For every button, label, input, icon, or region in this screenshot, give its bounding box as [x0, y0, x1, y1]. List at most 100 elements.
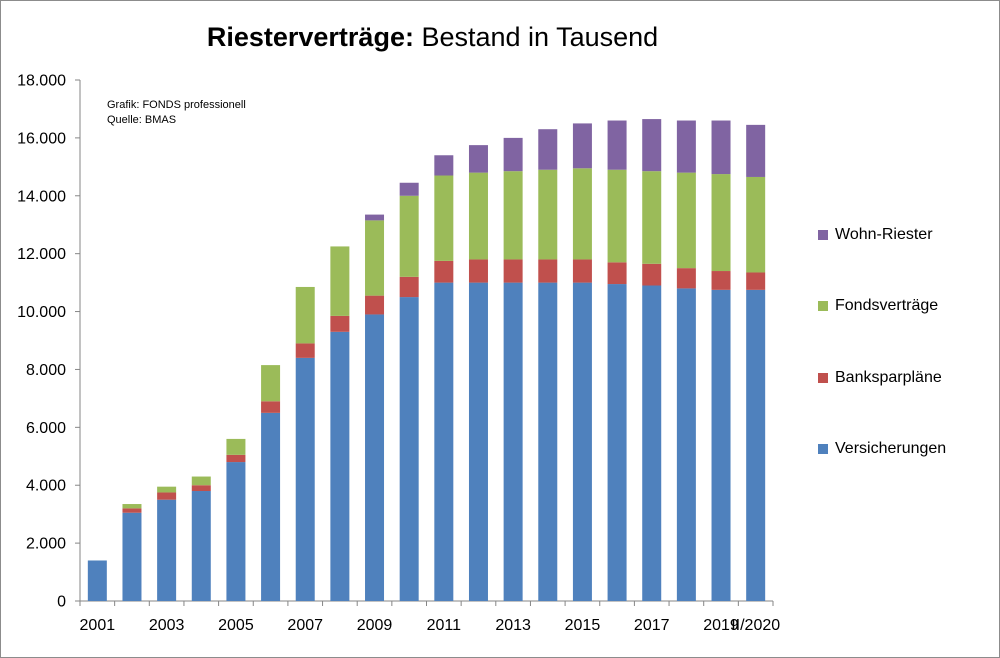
bar-segment-fondsvertr-ge — [746, 176, 766, 273]
source-note-graphic: Grafik: FONDS professionell — [107, 99, 246, 111]
bar-segment-banksparpl-ne — [330, 315, 350, 332]
bar-segment-versicherungen — [295, 357, 315, 601]
bar-segment-versicherungen — [642, 285, 662, 601]
legend: Wohn-Riester Fondsverträge Banksparpläne Ve… — [818, 0, 998, 658]
y-tick-label: 0 — [57, 594, 66, 611]
bar-segment-banksparpl-ne — [642, 263, 662, 286]
bar-segment-versicherungen — [538, 282, 558, 601]
bar-segment-fondsvertr-ge — [261, 365, 281, 402]
source-note-source: Quelle: BMAS — [107, 114, 177, 126]
bar-segment-versicherungen — [503, 282, 523, 601]
bar-segment-fondsvertr-ge — [330, 246, 350, 316]
x-tick-label: 2003 — [149, 617, 185, 634]
x-tick-label: 2015 — [565, 617, 601, 634]
chart-title-rest: Bestand in Tausend — [421, 22, 659, 52]
chart-title: Riesterverträge: Bestand in Tausend — [0, 22, 865, 53]
bar-segment-banksparpl-ne — [503, 259, 523, 283]
bar-segment-banksparpl-ne — [157, 492, 177, 500]
bar-segment-versicherungen — [676, 288, 696, 601]
x-tick-label: 2005 — [218, 617, 254, 634]
bar-segment-fondsvertr-ge — [434, 175, 454, 261]
bar-segment-fondsvertr-ge — [157, 486, 177, 493]
bar-segment-wohn-riester — [711, 120, 731, 175]
bar-segment-wohn-riester — [676, 120, 696, 173]
x-tick-label: 2017 — [634, 617, 670, 634]
bar-segment-versicherungen — [122, 512, 142, 601]
bar-segment-versicherungen — [468, 282, 488, 601]
legend-label: Banksparpläne — [835, 369, 942, 386]
x-tick-label: 2011 — [427, 617, 462, 634]
y-tick-label: 2.000 — [26, 536, 66, 553]
x-tick-label: 2007 — [287, 617, 323, 634]
bar-segment-versicherungen — [330, 331, 350, 601]
bar-segment-banksparpl-ne — [572, 259, 592, 283]
chart-title-bold: Riesterverträge: — [206, 22, 414, 52]
bar-segment-banksparpl-ne — [676, 268, 696, 289]
legend-swatch — [818, 230, 828, 240]
bar-segment-fondsvertr-ge — [676, 172, 696, 269]
bar-segment-wohn-riester — [365, 214, 385, 221]
y-tick-label: 4.000 — [26, 478, 66, 495]
bar-segment-versicherungen — [399, 297, 419, 601]
bar-segment-banksparpl-ne — [434, 260, 454, 283]
bar-segment-wohn-riester — [468, 145, 488, 173]
bar-segment-wohn-riester — [572, 123, 592, 169]
bar-segment-fondsvertr-ge — [468, 172, 488, 260]
bar-segment-fondsvertr-ge — [572, 168, 592, 260]
bar-segment-wohn-riester — [434, 155, 454, 176]
bar-segment-fondsvertr-ge — [365, 220, 385, 296]
y-tick-label: 8.000 — [26, 362, 66, 379]
bar-segment-fondsvertr-ge — [295, 286, 315, 344]
bar-segment-versicherungen — [365, 314, 385, 601]
legend-label: Versicherungen — [835, 440, 947, 457]
y-tick-label: 10.000 — [17, 304, 66, 321]
bar-segment-banksparpl-ne — [746, 272, 766, 290]
bar-segment-fondsvertr-ge — [538, 169, 558, 260]
source-note: Grafik: FONDS professionell Quelle: BMAS — [107, 98, 246, 128]
bar-segment-banksparpl-ne — [365, 295, 385, 315]
x-tick-label: II/2020 — [731, 617, 780, 634]
x-tick-label: 2001 — [80, 617, 116, 634]
y-tick-label: 16.000 — [17, 130, 66, 147]
bar-segment-fondsvertr-ge — [122, 504, 142, 509]
bar-segment-wohn-riester — [399, 182, 419, 196]
bar-segment-banksparpl-ne — [122, 508, 142, 513]
legend-label: Wohn-Riester — [835, 226, 933, 243]
bar-segment-versicherungen — [572, 282, 592, 601]
bar-segment-fondsvertr-ge — [607, 169, 627, 263]
y-tick-label: 12.000 — [17, 246, 66, 263]
bar-segment-banksparpl-ne — [399, 276, 419, 298]
y-tick-label: 18.000 — [17, 73, 66, 90]
bar-segment-wohn-riester — [503, 137, 523, 172]
bar-segment-versicherungen — [434, 282, 454, 601]
bar-segment-versicherungen — [191, 491, 211, 601]
bar-segment-banksparpl-ne — [226, 454, 246, 463]
bar-segment-banksparpl-ne — [468, 259, 488, 283]
bar-segment-banksparpl-ne — [711, 271, 731, 290]
bar-segment-fondsvertr-ge — [503, 171, 523, 260]
bar-segment-versicherungen — [607, 284, 627, 601]
bar-segment-fondsvertr-ge — [226, 438, 246, 455]
bar-segment-wohn-riester — [538, 129, 558, 170]
legend-item: Fondsverträge — [818, 297, 938, 315]
legend-item: Wohn-Riester — [818, 226, 933, 244]
bar-segment-wohn-riester — [642, 119, 662, 172]
legend-swatch — [818, 373, 828, 383]
bar-segment-fondsvertr-ge — [399, 195, 419, 277]
bar-segment-banksparpl-ne — [261, 401, 281, 413]
bar-segment-versicherungen — [711, 289, 731, 601]
bar-segment-versicherungen — [157, 499, 177, 601]
x-tick-label: 2009 — [357, 617, 393, 634]
legend-label: Fondsverträge — [835, 297, 939, 314]
bar-segment-versicherungen — [746, 289, 766, 601]
y-tick-label: 14.000 — [17, 188, 66, 205]
bar-segment-versicherungen — [261, 412, 281, 601]
y-tick-label: 6.000 — [26, 420, 66, 437]
legend-item: Versicherungen — [818, 440, 946, 458]
legend-swatch — [818, 444, 828, 454]
legend-swatch — [818, 301, 828, 311]
x-tick-label: 2019 — [703, 617, 739, 634]
bar-segment-banksparpl-ne — [191, 485, 211, 492]
x-tick-label: 2013 — [495, 617, 531, 634]
